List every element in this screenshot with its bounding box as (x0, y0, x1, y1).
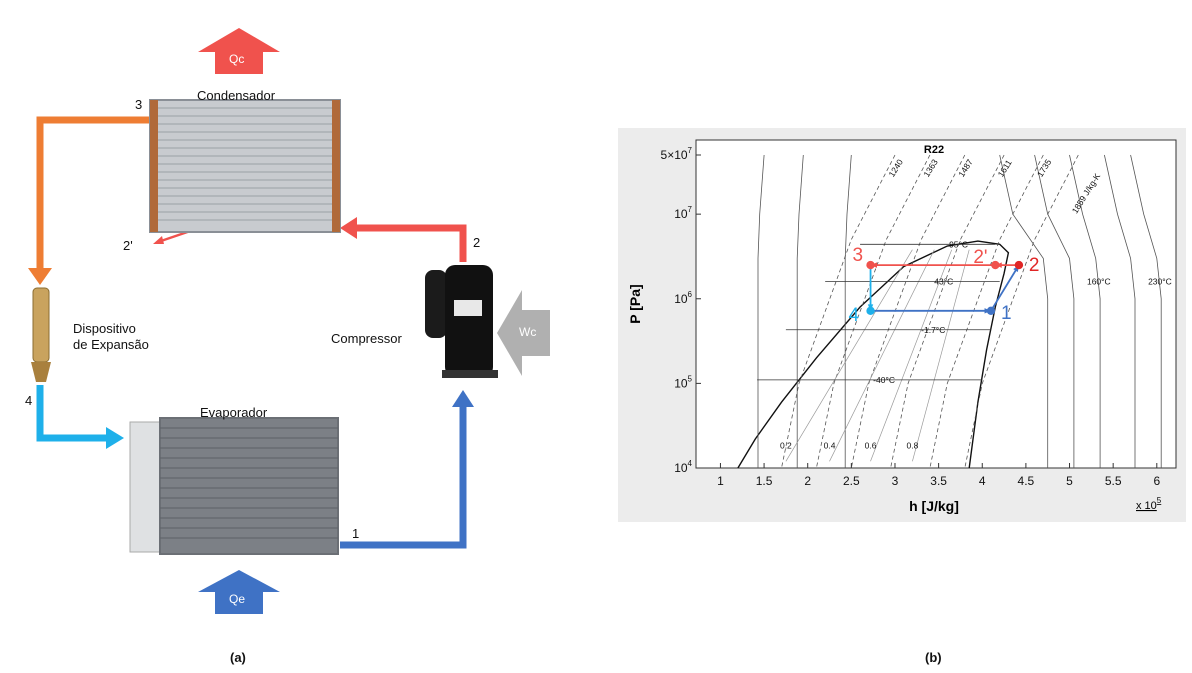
isotherm-label: 95°C (949, 239, 968, 249)
isotherm-label: -1.7°C (921, 325, 945, 335)
isotherm-liquid (796, 154, 804, 468)
isotherm-liquid (844, 154, 852, 468)
x-tick-label: 2.5 (843, 474, 860, 488)
saturation-dome (737, 240, 1010, 469)
compressor-unit (425, 265, 498, 378)
cycle-point-label: 2' (973, 247, 987, 268)
state-2prime-label: 2' (123, 238, 133, 253)
expansion-device-label-line1: Dispositivo (73, 321, 136, 336)
y-tick-label: 106 (674, 290, 692, 306)
x-tick-label: 1.5 (756, 474, 773, 488)
cycle-point-label: 4 (849, 305, 860, 326)
cycle-point-label: 2 (1029, 255, 1040, 276)
x-tick-label: 3.5 (930, 474, 947, 488)
cycle-point-4 (866, 306, 875, 316)
y-axis-ticks: 104 105 106 107 5×107 (661, 146, 701, 475)
cycle-point-label: 3 (853, 245, 864, 266)
isotherm-label: 43°C (934, 276, 953, 286)
x-axis-multiplier: x 105 (1136, 496, 1162, 512)
ph-chart: 122'34 1 1.5 2 2.5 3 3.5 4 4.5 5 5.5 6 10410510610… (627, 139, 1177, 514)
evaporator-label: Evaporador (200, 405, 268, 420)
quality-line (870, 249, 953, 462)
quality-label: 0.6 (865, 440, 877, 450)
x-tick-label: 3 (892, 474, 899, 488)
cycle-point-2prime (991, 260, 1000, 270)
panel-a-caption: (a) (230, 650, 246, 665)
isotherm-vapor (1104, 154, 1136, 468)
discharge-line (340, 217, 467, 262)
isotherm-label: 160°C (1087, 276, 1111, 286)
heat-absorption-label: Qe (229, 592, 246, 606)
isotherm-vapor (1034, 154, 1075, 468)
isotherm-label: 230°C (1148, 276, 1172, 286)
y-tick-label: 104 (674, 459, 692, 475)
isotherm-vapor (999, 154, 1049, 468)
refrigeration-cycle-path: 1 2 2' 3 4 (849, 245, 1040, 326)
y-tick-label: 5×107 (661, 146, 693, 162)
panel-b-caption: (b) (925, 650, 942, 665)
ph-chart-panel: 1 2 2' 3 4 1 1.5 2 2.5 3 3.5 4 4.5 5 5.5 6 104 105 106 10… (618, 128, 1186, 522)
suction-line (340, 390, 474, 549)
y-tick-label: 107 (674, 205, 692, 221)
heat-rejection-arrow (198, 28, 280, 74)
chart-title: R22 (924, 144, 944, 156)
cycle-point-label: 1 (1001, 303, 1012, 324)
x-tick-label: 2 (804, 474, 811, 488)
cycle-point-3 (866, 260, 875, 270)
cold-line (36, 385, 124, 449)
quality-label: 0.2 (780, 440, 792, 450)
compressor-label: Compressor (331, 331, 402, 346)
isotherm-vapor (1069, 154, 1101, 468)
state-4-label: 4 (25, 393, 33, 408)
plot-area (695, 139, 1177, 469)
isotherm-liquid (757, 154, 765, 468)
x-tick-label: 1 (717, 474, 724, 488)
quality-label: 0.4 (824, 440, 836, 450)
quality-line (912, 249, 970, 462)
expansion-device (31, 287, 51, 382)
work-input-label: Wc (519, 325, 537, 339)
cycle-point-2 (1014, 260, 1024, 270)
work-input-arrow (497, 290, 550, 376)
condenser-label: Condensador (197, 88, 276, 103)
cycle-point-1 (986, 306, 996, 316)
x-tick-label: 5.5 (1105, 474, 1122, 488)
x-axis-label: h [J/kg] (909, 498, 959, 514)
state-3-label: 3 (135, 97, 143, 112)
expansion-device-label-line2: de Expansão (73, 337, 149, 352)
x-tick-label: 6 (1153, 474, 1160, 488)
condensate-line (28, 116, 153, 285)
heat-absorption-arrow (198, 570, 280, 614)
state-2-label: 2 (473, 235, 481, 250)
condenser-unit (149, 99, 341, 233)
x-tick-label: 4.5 (1018, 474, 1035, 488)
y-axis-label: P [Pa] (627, 284, 643, 323)
isotherm-label: -40°C (873, 375, 895, 385)
x-tick-label: 5 (1066, 474, 1073, 488)
quality-label: 0.8 (907, 440, 919, 450)
isentrope (964, 154, 1079, 469)
y-tick-label: 105 (674, 374, 692, 390)
state-1-label: 1 (352, 526, 360, 541)
x-tick-label: 4 (979, 474, 986, 488)
quality-line (785, 249, 913, 462)
isotherm-vapor (1130, 154, 1162, 468)
heat-rejection-label: Qc (229, 52, 245, 66)
isentrope (781, 154, 896, 469)
evaporator-unit (129, 417, 339, 555)
compression-path (990, 264, 1020, 312)
refrigeration-cycle-schematic (28, 28, 550, 614)
x-axis-ticks: 1 1.5 2 2.5 3 3.5 4 4.5 5 5.5 6 (717, 463, 1160, 488)
quality-line (829, 249, 935, 462)
isentrope (816, 154, 931, 469)
